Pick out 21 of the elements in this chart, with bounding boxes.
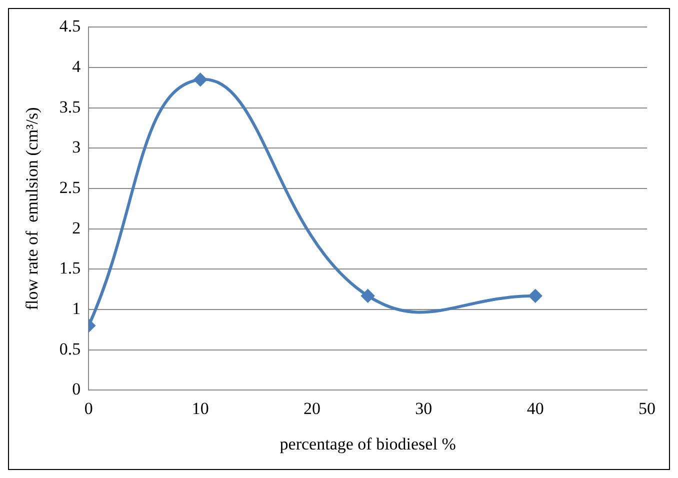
y-tick-label: 0.5 [59, 339, 81, 358]
y-tick-label: 1.5 [59, 258, 81, 278]
y-tick-label: 2.5 [59, 178, 81, 197]
x-tick-label: 0 [84, 398, 93, 418]
x-tick-label: 30 [415, 398, 432, 418]
point [194, 73, 207, 86]
y-tick-label: 0 [72, 380, 81, 399]
y-tick-label: 2 [72, 218, 81, 238]
y-tick-label: 4 [72, 57, 82, 76]
x-tick-label: 20 [303, 398, 320, 418]
y-tick-label: 1 [72, 299, 81, 318]
y-axis-title: flow rate of emulsion (cm³/s) [22, 107, 42, 310]
point [361, 289, 374, 302]
y-tick-label: 4.5 [59, 16, 81, 36]
x-axis-title: percentage of biodiesel % [280, 434, 456, 454]
point [528, 289, 542, 302]
x-tick-label: 40 [526, 398, 544, 418]
y-tick-label: 3 [72, 138, 81, 157]
x-tick-label: 50 [638, 398, 656, 418]
y-tick-label: 3.5 [59, 97, 81, 116]
x-tick-label: 10 [192, 398, 209, 418]
